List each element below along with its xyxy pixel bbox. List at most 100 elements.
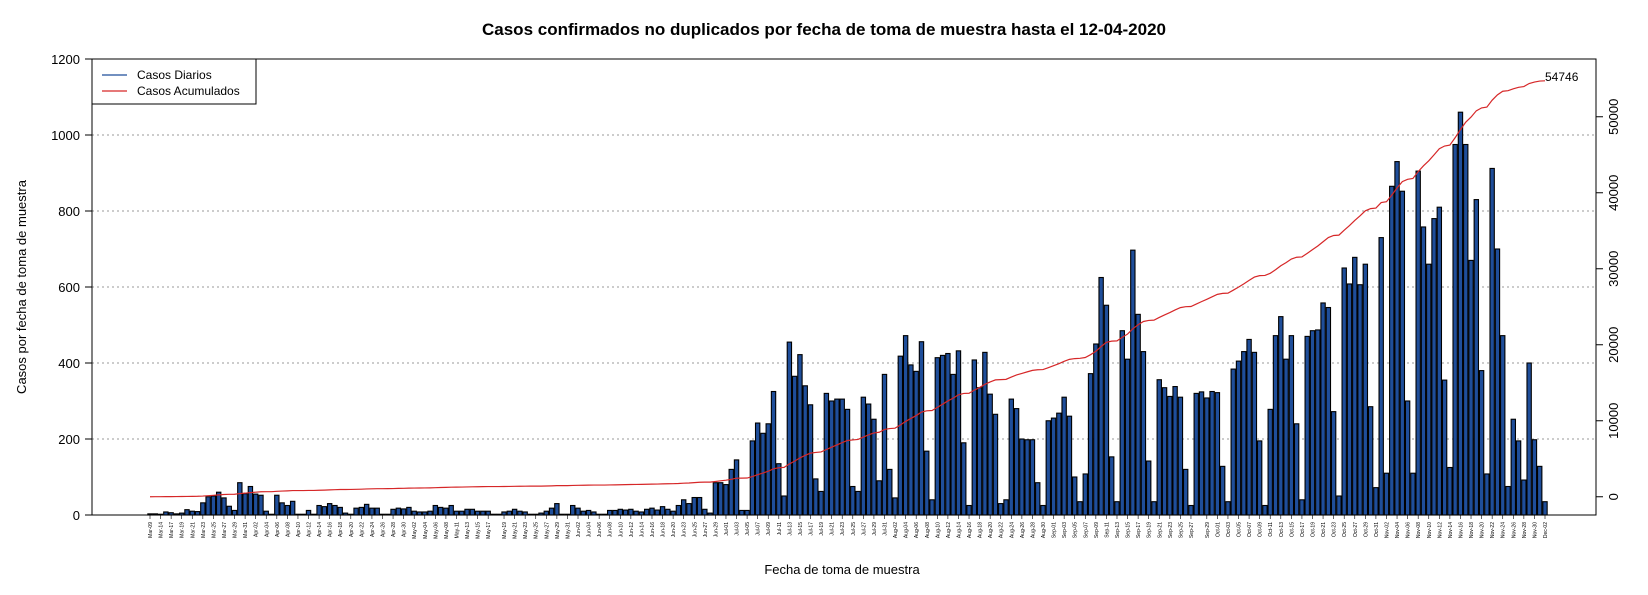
bar xyxy=(1167,395,1173,516)
y-tick-label: 400 xyxy=(58,356,80,371)
bar xyxy=(813,478,819,516)
bar xyxy=(628,508,634,516)
bar xyxy=(395,507,402,516)
bar xyxy=(1204,397,1210,516)
bar xyxy=(823,392,830,516)
bar xyxy=(194,511,201,516)
bar xyxy=(1447,466,1453,516)
x-tick-label: Apr-04 xyxy=(264,522,270,537)
x-tick-label: Sep-11 xyxy=(1104,522,1110,538)
y-tick-label: 600 xyxy=(58,280,80,295)
bar xyxy=(1315,329,1321,516)
bar xyxy=(1087,373,1094,516)
bar xyxy=(184,509,190,516)
x-tick-label: Jun-18 xyxy=(661,522,667,538)
x-tick-label: Jun-12 xyxy=(629,522,635,538)
bar xyxy=(1293,423,1300,516)
bar xyxy=(712,482,719,516)
bar xyxy=(279,502,285,516)
x-tick-label: Nov-28 xyxy=(1522,522,1528,538)
bar xyxy=(876,480,882,516)
bar xyxy=(1093,343,1099,516)
bar xyxy=(929,499,935,516)
legend: Casos Diarios Casos Acumulados xyxy=(91,58,257,105)
bar xyxy=(252,493,259,516)
x-tick-label: Apr-24 xyxy=(370,522,376,537)
x-tick-label: Jul-25 xyxy=(851,522,857,536)
bar xyxy=(1035,482,1041,516)
bar xyxy=(1077,501,1083,516)
x-tick-label: Sep-21 xyxy=(1157,522,1163,538)
bar xyxy=(892,497,898,516)
x-tick-label: May-13 xyxy=(465,522,471,539)
x-tick-label: Apr-06 xyxy=(275,522,281,537)
bar xyxy=(400,508,407,516)
bar xyxy=(1040,504,1046,516)
x-tick-label: Sep-15 xyxy=(1126,522,1132,538)
bar xyxy=(1500,335,1506,516)
bar xyxy=(786,341,793,516)
bar xyxy=(649,507,655,516)
x-tick-label: Oct-09 xyxy=(1258,522,1264,537)
y2-tick-label: 50000 xyxy=(1606,99,1621,135)
bar xyxy=(976,387,983,516)
x-tick-label: Apr-10 xyxy=(296,522,302,537)
x-tick-label: Mar-27 xyxy=(222,522,228,538)
x-tick-label: Jun-29 xyxy=(713,522,719,538)
x-tick-label: Aug-02 xyxy=(893,522,899,538)
bar xyxy=(432,504,439,516)
bar xyxy=(1484,473,1490,516)
bar xyxy=(480,510,486,516)
bar xyxy=(1267,408,1273,516)
bar xyxy=(1172,386,1178,516)
bar xyxy=(807,404,814,516)
bar xyxy=(1029,439,1036,516)
x-tick-label: Apr-30 xyxy=(402,522,408,537)
bar xyxy=(437,506,444,516)
bar xyxy=(1478,370,1485,516)
bar xyxy=(1441,379,1448,516)
x-tick-label: May-31 xyxy=(565,522,571,539)
bar xyxy=(485,510,491,516)
bar xyxy=(1241,351,1247,516)
x-tick-label: Jun-06 xyxy=(597,522,603,538)
bar xyxy=(998,503,1004,516)
bar xyxy=(744,509,750,516)
bar xyxy=(1246,338,1252,516)
x-tick-label: Jul-21 xyxy=(830,522,836,536)
bar xyxy=(1489,167,1495,516)
bar xyxy=(818,490,824,516)
bar xyxy=(691,496,697,516)
x-tick-label: May-23 xyxy=(523,522,529,539)
x-tick-label: Sep-07 xyxy=(1083,522,1089,538)
bar xyxy=(1151,501,1157,516)
x-tick-label: Nov-02 xyxy=(1384,522,1390,538)
bar xyxy=(1262,504,1268,516)
x-tick-label: Mar-23 xyxy=(201,522,207,538)
bar xyxy=(237,482,243,516)
x-tick-label: Jun-23 xyxy=(682,522,688,538)
x-tick-label: May-15 xyxy=(476,522,482,539)
x-tick-label: Aug-26 xyxy=(1020,522,1026,538)
bar xyxy=(1325,306,1332,516)
x-tick-label: Aug-10 xyxy=(935,522,941,538)
x-tick-label: Nov-26 xyxy=(1511,522,1517,538)
x-tick-label: Apr-28 xyxy=(391,522,397,537)
bar xyxy=(939,354,946,516)
x-tick-label: Apr-22 xyxy=(359,522,365,537)
x-tick-label: Sep-05 xyxy=(1073,522,1079,538)
bar xyxy=(955,350,962,516)
bar xyxy=(1119,330,1125,516)
bar xyxy=(908,364,914,516)
bar xyxy=(585,509,592,516)
y2-tick-label: 10000 xyxy=(1606,403,1621,439)
bar xyxy=(643,508,650,516)
bar xyxy=(1061,396,1067,516)
bar xyxy=(1278,316,1284,516)
x-tick-label: Jun-14 xyxy=(639,522,645,538)
bar xyxy=(1436,206,1443,516)
bar xyxy=(902,335,909,516)
x-tick-label: Aug-28 xyxy=(1030,522,1036,538)
y-axis-left: 0 200 400 600 800 1000 1200 xyxy=(51,52,92,523)
bar xyxy=(791,375,798,516)
